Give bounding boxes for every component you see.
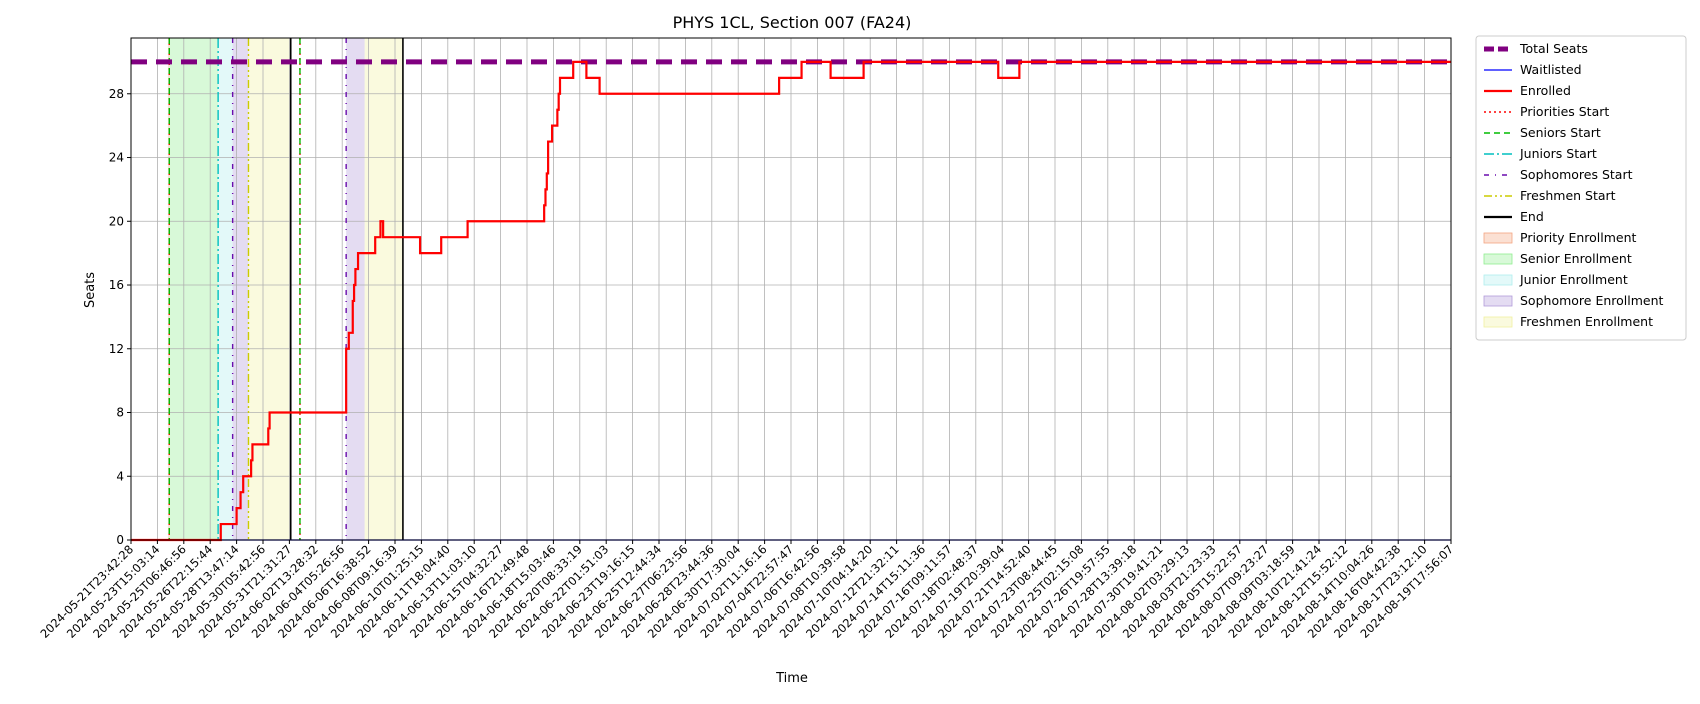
chart-title: PHYS 1CL, Section 007 (FA24) (673, 13, 912, 32)
legend-label: Enrolled (1520, 83, 1571, 98)
region-freshmen-enrollment (364, 38, 403, 540)
y-tick-label: 8 (116, 406, 124, 420)
y-tick-label: 0 (116, 533, 124, 547)
legend-swatch (1483, 316, 1513, 328)
legend-label: Freshmen Enrollment (1520, 314, 1653, 329)
legend-label: Sophomores Start (1520, 167, 1633, 182)
legend-swatch (1483, 253, 1513, 265)
legend-swatch (1483, 274, 1513, 286)
y-tick-label: 24 (109, 151, 124, 165)
legend-swatch (1483, 232, 1513, 244)
legend-label: Freshmen Start (1520, 188, 1616, 203)
region-sophomore-enrollment (232, 38, 249, 540)
series-enrolled (131, 60, 1451, 542)
y-tick-label: 28 (109, 87, 124, 101)
legend-label: Seniors Start (1520, 125, 1601, 140)
region-senior-enrollment (169, 38, 219, 540)
x-axis-label: Time (775, 671, 808, 686)
legend-box (1475, 35, 1687, 341)
y-tick-label: 4 (116, 469, 124, 483)
legend-label: Waitlisted (1520, 62, 1582, 77)
region-junior-enrollment (218, 38, 233, 540)
region-sophomore-enrollment (346, 38, 365, 540)
legend-label: End (1520, 209, 1544, 224)
legend-label: Sophomore Enrollment (1520, 293, 1664, 308)
legend-label: Junior Enrollment (1519, 272, 1628, 287)
region-freshmen-enrollment (248, 38, 291, 540)
y-axis-label: Seats (83, 272, 98, 308)
legend-label: Juniors Start (1519, 146, 1597, 161)
y-tick-label: 12 (109, 342, 124, 356)
legend-label: Total Seats (1519, 41, 1588, 56)
legend-swatch (1483, 295, 1513, 307)
legend-label: Priorities Start (1520, 104, 1609, 119)
legend-label: Priority Enrollment (1520, 230, 1637, 245)
legend-label: Senior Enrollment (1520, 251, 1632, 266)
y-tick-label: 20 (109, 214, 124, 228)
y-tick-label: 16 (109, 278, 124, 292)
